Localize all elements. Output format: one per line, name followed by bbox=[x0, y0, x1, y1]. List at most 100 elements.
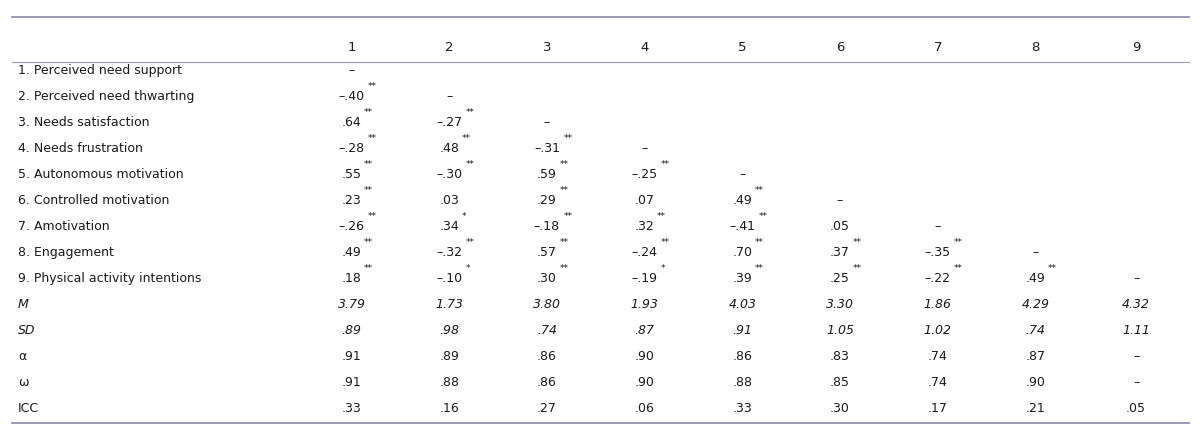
Text: .86: .86 bbox=[537, 376, 557, 389]
Text: –.40: –.40 bbox=[339, 90, 365, 103]
Text: **: ** bbox=[657, 212, 667, 220]
Text: 1.02: 1.02 bbox=[924, 324, 951, 337]
Text: .33: .33 bbox=[733, 402, 752, 415]
Text: .16: .16 bbox=[440, 402, 459, 415]
Text: **: ** bbox=[759, 212, 767, 220]
Text: **: ** bbox=[368, 134, 377, 143]
Text: .49: .49 bbox=[342, 246, 362, 259]
Text: –: – bbox=[1133, 350, 1140, 363]
Text: .17: .17 bbox=[927, 402, 948, 415]
Text: **: ** bbox=[853, 264, 861, 273]
Text: **: ** bbox=[466, 237, 474, 247]
Text: .90: .90 bbox=[634, 350, 655, 363]
Text: **: ** bbox=[755, 237, 764, 247]
Text: .57: .57 bbox=[537, 246, 557, 259]
Text: *: * bbox=[461, 212, 466, 220]
Text: .74: .74 bbox=[927, 350, 948, 363]
Text: *: * bbox=[661, 264, 665, 273]
Text: –.32: –.32 bbox=[436, 246, 462, 259]
Text: 6. Controlled motivation: 6. Controlled motivation bbox=[18, 194, 169, 207]
Text: .39: .39 bbox=[733, 272, 752, 285]
Text: **: ** bbox=[466, 160, 474, 169]
Text: –.35: –.35 bbox=[925, 246, 951, 259]
Text: –.28: –.28 bbox=[339, 142, 365, 155]
Text: **: ** bbox=[368, 212, 377, 220]
Text: .91: .91 bbox=[342, 376, 362, 389]
Text: –.25: –.25 bbox=[632, 168, 658, 181]
Text: **: ** bbox=[364, 237, 374, 247]
Text: **: ** bbox=[466, 108, 474, 117]
Text: .49: .49 bbox=[733, 194, 752, 207]
Text: **: ** bbox=[754, 264, 764, 273]
Text: **: ** bbox=[563, 212, 573, 220]
Text: –.41: –.41 bbox=[729, 220, 755, 233]
Text: –.31: –.31 bbox=[534, 142, 560, 155]
Text: **: ** bbox=[560, 264, 568, 273]
Text: **: ** bbox=[563, 134, 573, 143]
Text: .70: .70 bbox=[733, 246, 752, 259]
Text: .87: .87 bbox=[1026, 350, 1045, 363]
Text: –.24: –.24 bbox=[632, 246, 658, 259]
Text: 4: 4 bbox=[640, 42, 649, 54]
Text: .83: .83 bbox=[830, 350, 850, 363]
Text: 3: 3 bbox=[543, 42, 551, 54]
Text: .89: .89 bbox=[341, 324, 362, 337]
Text: .91: .91 bbox=[342, 350, 362, 363]
Text: **: ** bbox=[364, 186, 374, 195]
Text: **: ** bbox=[462, 134, 471, 143]
Text: .29: .29 bbox=[537, 194, 557, 207]
Text: .90: .90 bbox=[634, 376, 655, 389]
Text: .85: .85 bbox=[830, 376, 850, 389]
Text: .64: .64 bbox=[342, 116, 362, 129]
Text: **: ** bbox=[662, 160, 670, 169]
Text: –.19: –.19 bbox=[632, 272, 658, 285]
Text: M: M bbox=[18, 298, 29, 311]
Text: 3. Needs satisfaction: 3. Needs satisfaction bbox=[18, 116, 149, 129]
Text: α: α bbox=[18, 350, 26, 363]
Text: 1.11: 1.11 bbox=[1122, 324, 1151, 337]
Text: .34: .34 bbox=[440, 220, 459, 233]
Text: 7: 7 bbox=[933, 42, 942, 54]
Text: –.30: –.30 bbox=[436, 168, 462, 181]
Text: .90: .90 bbox=[1026, 376, 1045, 389]
Text: .87: .87 bbox=[634, 324, 655, 337]
Text: 6: 6 bbox=[836, 42, 844, 54]
Text: 1. Perceived need support: 1. Perceived need support bbox=[18, 64, 181, 77]
Text: 4.32: 4.32 bbox=[1122, 298, 1151, 311]
Text: .30: .30 bbox=[830, 402, 850, 415]
Text: 3.79: 3.79 bbox=[337, 298, 365, 311]
Text: 1.05: 1.05 bbox=[826, 324, 854, 337]
Text: **: ** bbox=[364, 160, 374, 169]
Text: –.10: –.10 bbox=[436, 272, 462, 285]
Text: **: ** bbox=[853, 237, 861, 247]
Text: 9. Physical activity intentions: 9. Physical activity intentions bbox=[18, 272, 202, 285]
Text: 3.30: 3.30 bbox=[826, 298, 854, 311]
Text: –: – bbox=[837, 194, 843, 207]
Text: 1.93: 1.93 bbox=[631, 298, 658, 311]
Text: **: ** bbox=[754, 186, 764, 195]
Text: .59: .59 bbox=[537, 168, 557, 181]
Text: –: – bbox=[348, 64, 354, 77]
Text: –: – bbox=[739, 168, 746, 181]
Text: .49: .49 bbox=[1026, 272, 1045, 285]
Text: 7. Amotivation: 7. Amotivation bbox=[18, 220, 109, 233]
Text: ω: ω bbox=[18, 376, 29, 389]
Text: 2: 2 bbox=[446, 42, 454, 54]
Text: .21: .21 bbox=[1026, 402, 1045, 415]
Text: 4.03: 4.03 bbox=[728, 298, 757, 311]
Text: SD: SD bbox=[18, 324, 35, 337]
Text: **: ** bbox=[560, 186, 568, 195]
Text: .05: .05 bbox=[1127, 402, 1146, 415]
Text: .37: .37 bbox=[830, 246, 850, 259]
Text: 4. Needs frustration: 4. Needs frustration bbox=[18, 142, 143, 155]
Text: **: ** bbox=[955, 237, 963, 247]
Text: –: – bbox=[934, 220, 940, 233]
Text: **: ** bbox=[364, 264, 374, 273]
Text: 5. Autonomous motivation: 5. Autonomous motivation bbox=[18, 168, 184, 181]
Text: .86: .86 bbox=[733, 350, 752, 363]
Text: 2. Perceived need thwarting: 2. Perceived need thwarting bbox=[18, 90, 195, 103]
Text: .30: .30 bbox=[537, 272, 557, 285]
Text: –: – bbox=[1133, 272, 1140, 285]
Text: .55: .55 bbox=[341, 168, 362, 181]
Text: 9: 9 bbox=[1131, 42, 1140, 54]
